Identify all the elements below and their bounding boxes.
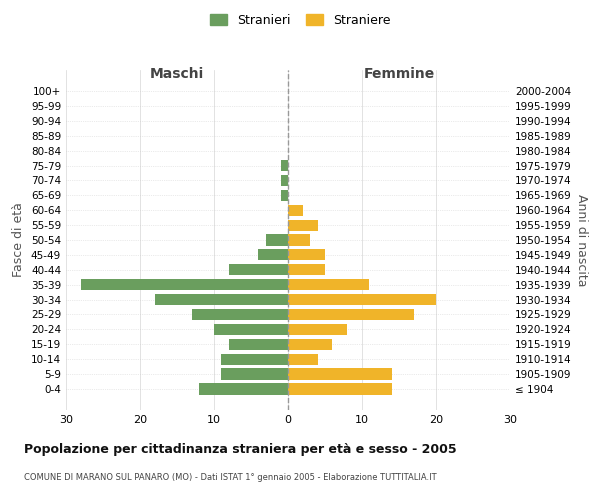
Bar	[288, 354, 317, 365]
Bar	[288, 204, 303, 216]
Bar	[281, 160, 288, 171]
Text: Popolazione per cittadinanza straniera per età e sesso - 2005: Popolazione per cittadinanza straniera p…	[24, 442, 457, 456]
Bar	[288, 234, 310, 246]
Text: Femmine: Femmine	[364, 66, 434, 80]
Bar	[192, 309, 288, 320]
Bar	[155, 294, 288, 305]
Bar	[288, 250, 325, 260]
Bar	[288, 384, 392, 394]
Bar	[288, 368, 392, 380]
Bar	[259, 250, 288, 260]
Bar	[288, 294, 436, 305]
Bar	[288, 324, 347, 335]
Bar	[288, 309, 414, 320]
Bar	[81, 279, 288, 290]
Bar	[221, 368, 288, 380]
Legend: Stranieri, Straniere: Stranieri, Straniere	[205, 8, 395, 32]
Bar	[199, 384, 288, 394]
Text: COMUNE DI MARANO SUL PANARO (MO) - Dati ISTAT 1° gennaio 2005 - Elaborazione TUT: COMUNE DI MARANO SUL PANARO (MO) - Dati …	[24, 472, 437, 482]
Bar	[229, 338, 288, 350]
Text: Maschi: Maschi	[150, 66, 204, 80]
Bar	[288, 220, 317, 230]
Bar	[266, 234, 288, 246]
Bar	[281, 190, 288, 201]
Bar	[214, 324, 288, 335]
Bar	[288, 279, 370, 290]
Bar	[281, 175, 288, 186]
Bar	[288, 264, 325, 276]
Bar	[288, 338, 332, 350]
Bar	[221, 354, 288, 365]
Y-axis label: Anni di nascita: Anni di nascita	[575, 194, 588, 286]
Bar	[229, 264, 288, 276]
Y-axis label: Fasce di età: Fasce di età	[13, 202, 25, 278]
